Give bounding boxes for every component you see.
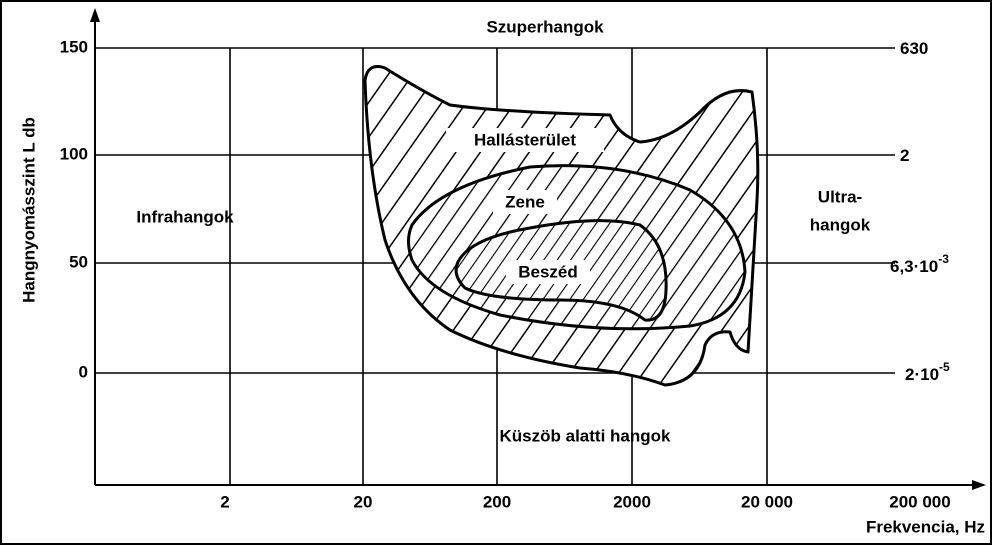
right-scale-label: 2 [900, 146, 909, 165]
region-label: Hallásterület [474, 130, 576, 149]
right-scale-base: 2·10 [905, 365, 939, 384]
x-tick-label: 20 000 [741, 492, 793, 511]
y-tick-label: 100 [60, 144, 88, 163]
region-label: Infrahangok [136, 207, 234, 226]
y-tick-label: 150 [60, 37, 88, 56]
right-scale-label: 2·10-5 [905, 360, 950, 384]
x-tick-label: 200 [483, 492, 511, 511]
right-scale-exp: -3 [938, 252, 949, 266]
x-tick-label: 200 000 [889, 492, 950, 511]
right-scale-base: 2 [900, 146, 909, 165]
grid [95, 47, 895, 485]
region-label: Ultra- [818, 187, 862, 206]
label-bg [446, 128, 604, 152]
arrow [972, 480, 986, 490]
y-tick-label: 0 [79, 362, 88, 381]
arrow [90, 8, 100, 22]
top-label: Szuperhangok [486, 17, 604, 36]
x-axis-label: Frekvencia, Hz [866, 517, 985, 536]
right-scale-base: 630 [900, 39, 928, 58]
axes [90, 8, 986, 490]
x-tick-label: 2 [220, 492, 229, 511]
label-bg [506, 260, 590, 284]
region-label: Küszöb alatti hangok [500, 426, 672, 445]
region-label: hangok [810, 215, 871, 234]
label-bg [493, 190, 557, 214]
right-scale-exp: -5 [939, 360, 950, 374]
y-tick-label: 50 [69, 252, 88, 271]
x-tick-label: 2000 [613, 492, 651, 511]
right-scale-base: 6,3·10 [890, 257, 938, 276]
right-scale-label: 630 [900, 39, 928, 58]
x-tick-label: 20 [354, 492, 373, 511]
label-backgrounds [446, 128, 604, 284]
right-scale-label: 6,3·10-3 [890, 252, 949, 276]
region-label: Beszéd [518, 262, 578, 281]
y-axis-label: Hangnyomásszint L db [19, 117, 38, 303]
region-label: Zene [505, 192, 545, 211]
